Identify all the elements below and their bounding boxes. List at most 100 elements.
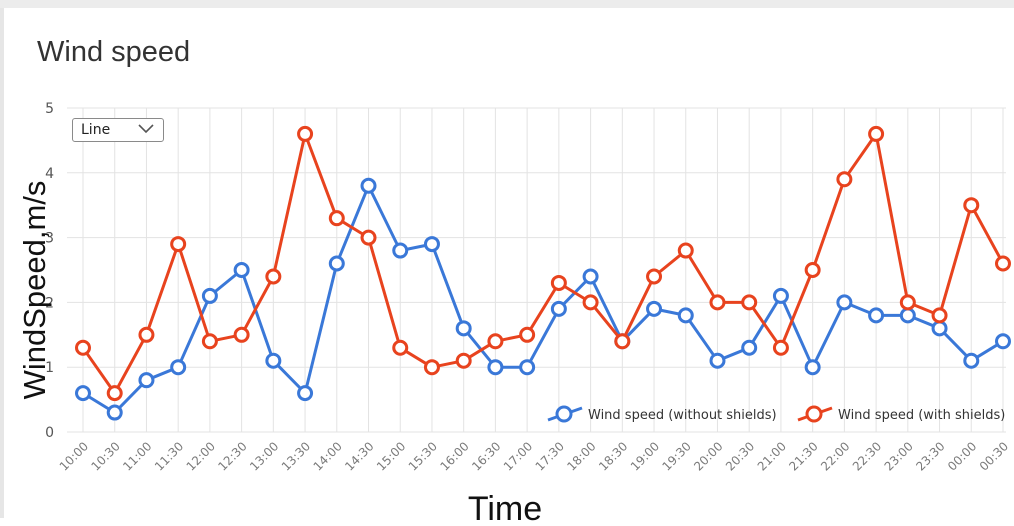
- y-tick-label: 2: [45, 295, 54, 311]
- data-point: [741, 294, 758, 311]
- x-tick-label: 15:30: [406, 439, 440, 473]
- x-tick-label: 23:00: [882, 439, 916, 473]
- legend-item-without-shields: Wind speed (without shields): [547, 405, 777, 423]
- chart-type-select[interactable]: Line: [72, 118, 164, 142]
- y-tick-label: 5: [45, 101, 54, 117]
- x-tick-label: 20:00: [691, 439, 725, 473]
- data-point: [297, 385, 314, 402]
- data-point: [106, 404, 123, 421]
- data-point: [550, 274, 567, 291]
- y-tick-label: 4: [45, 166, 54, 182]
- data-point: [772, 339, 789, 356]
- data-point: [265, 268, 282, 285]
- data-point: [677, 242, 694, 259]
- x-tick-label: 14:00: [311, 439, 345, 473]
- data-point: [931, 307, 948, 324]
- x-tick-label: 13:30: [279, 439, 313, 473]
- data-point: [963, 352, 980, 369]
- data-point: [804, 262, 821, 278]
- x-tick-label: 12:30: [215, 439, 249, 473]
- data-point: [233, 326, 250, 343]
- data-point: [772, 287, 789, 304]
- data-point: [709, 294, 726, 311]
- legend-label: Wind speed (with shields): [838, 408, 1005, 423]
- data-point: [995, 333, 1011, 350]
- data-point: [170, 359, 187, 376]
- chart-type-select-value: Line: [81, 122, 111, 138]
- x-tick-label: 18:30: [596, 439, 630, 473]
- x-tick-label: 10:30: [88, 439, 122, 473]
- data-point: [392, 242, 409, 259]
- x-tick-label: 21:30: [786, 439, 820, 473]
- data-point: [868, 125, 885, 142]
- data-point: [201, 287, 218, 304]
- x-tick-label: 13:00: [247, 439, 281, 473]
- data-point: [646, 268, 663, 285]
- data-point: [265, 352, 282, 369]
- x-tick-label: 19:30: [660, 439, 694, 473]
- data-point: [995, 255, 1011, 272]
- series-line: [82, 184, 1004, 415]
- x-tick-label: 22:00: [818, 439, 852, 473]
- x-tick-label: 14:30: [342, 439, 376, 473]
- x-tick-label: 00:00: [945, 439, 979, 473]
- data-point: [170, 236, 187, 253]
- data-point: [487, 333, 504, 350]
- data-point: [455, 320, 472, 337]
- x-tick-label: 15:00: [374, 439, 408, 473]
- data-point: [836, 171, 853, 188]
- data-point: [487, 359, 504, 376]
- left-border: [0, 8, 4, 518]
- x-tick-label: 17:00: [501, 439, 535, 473]
- data-point: [899, 307, 916, 324]
- x-tick-label: 18:00: [564, 439, 598, 473]
- data-point: [963, 197, 980, 214]
- data-point: [868, 307, 885, 324]
- x-tick-label: 11:00: [120, 439, 154, 473]
- data-point: [836, 294, 853, 311]
- x-tick-label: 20:30: [723, 439, 757, 473]
- data-point: [423, 236, 440, 253]
- x-tick-label: 21:00: [755, 439, 789, 473]
- y-axis-label: WindSpeed,m/s: [17, 181, 52, 400]
- chevron-down-icon: [138, 124, 154, 134]
- x-tick-label: 16:00: [437, 439, 471, 473]
- y-tick-label: 3: [45, 231, 54, 247]
- data-point: [201, 333, 218, 350]
- x-tick-label: 11:30: [152, 439, 186, 473]
- x-tick-label: 16:30: [469, 439, 503, 473]
- data-point: [233, 262, 250, 278]
- data-point: [582, 294, 599, 311]
- data-point: [138, 372, 155, 389]
- data-point: [931, 320, 948, 337]
- data-point: [360, 177, 377, 194]
- legend-label: Wind speed (without shields): [588, 408, 777, 423]
- data-point: [582, 268, 599, 285]
- x-tick-label: 10:00: [57, 439, 91, 473]
- legend-marker: [805, 405, 823, 423]
- data-point: [677, 307, 694, 324]
- data-point: [392, 339, 409, 356]
- y-tick-label: 0: [45, 425, 54, 441]
- data-point: [138, 326, 155, 343]
- data-point: [297, 125, 314, 142]
- widget-title: Wind speed: [37, 36, 191, 68]
- y-tick-label: 1: [45, 360, 54, 376]
- x-tick-label: 19:00: [628, 439, 662, 473]
- data-point: [75, 385, 91, 402]
- chart-grid: [67, 107, 1006, 433]
- x-axis-label: Time: [468, 490, 542, 526]
- series-with-shields: [75, 125, 1011, 402]
- top-border: [0, 0, 1014, 8]
- data-point: [360, 229, 377, 246]
- x-tick-label: 00:30: [977, 439, 1011, 473]
- data-point: [519, 326, 536, 343]
- legend-marker: [555, 405, 573, 423]
- data-point: [899, 294, 916, 311]
- data-point: [614, 333, 631, 350]
- series-without-shields: [75, 177, 1011, 421]
- data-point: [455, 352, 472, 369]
- x-tick-label: 22:30: [850, 439, 884, 473]
